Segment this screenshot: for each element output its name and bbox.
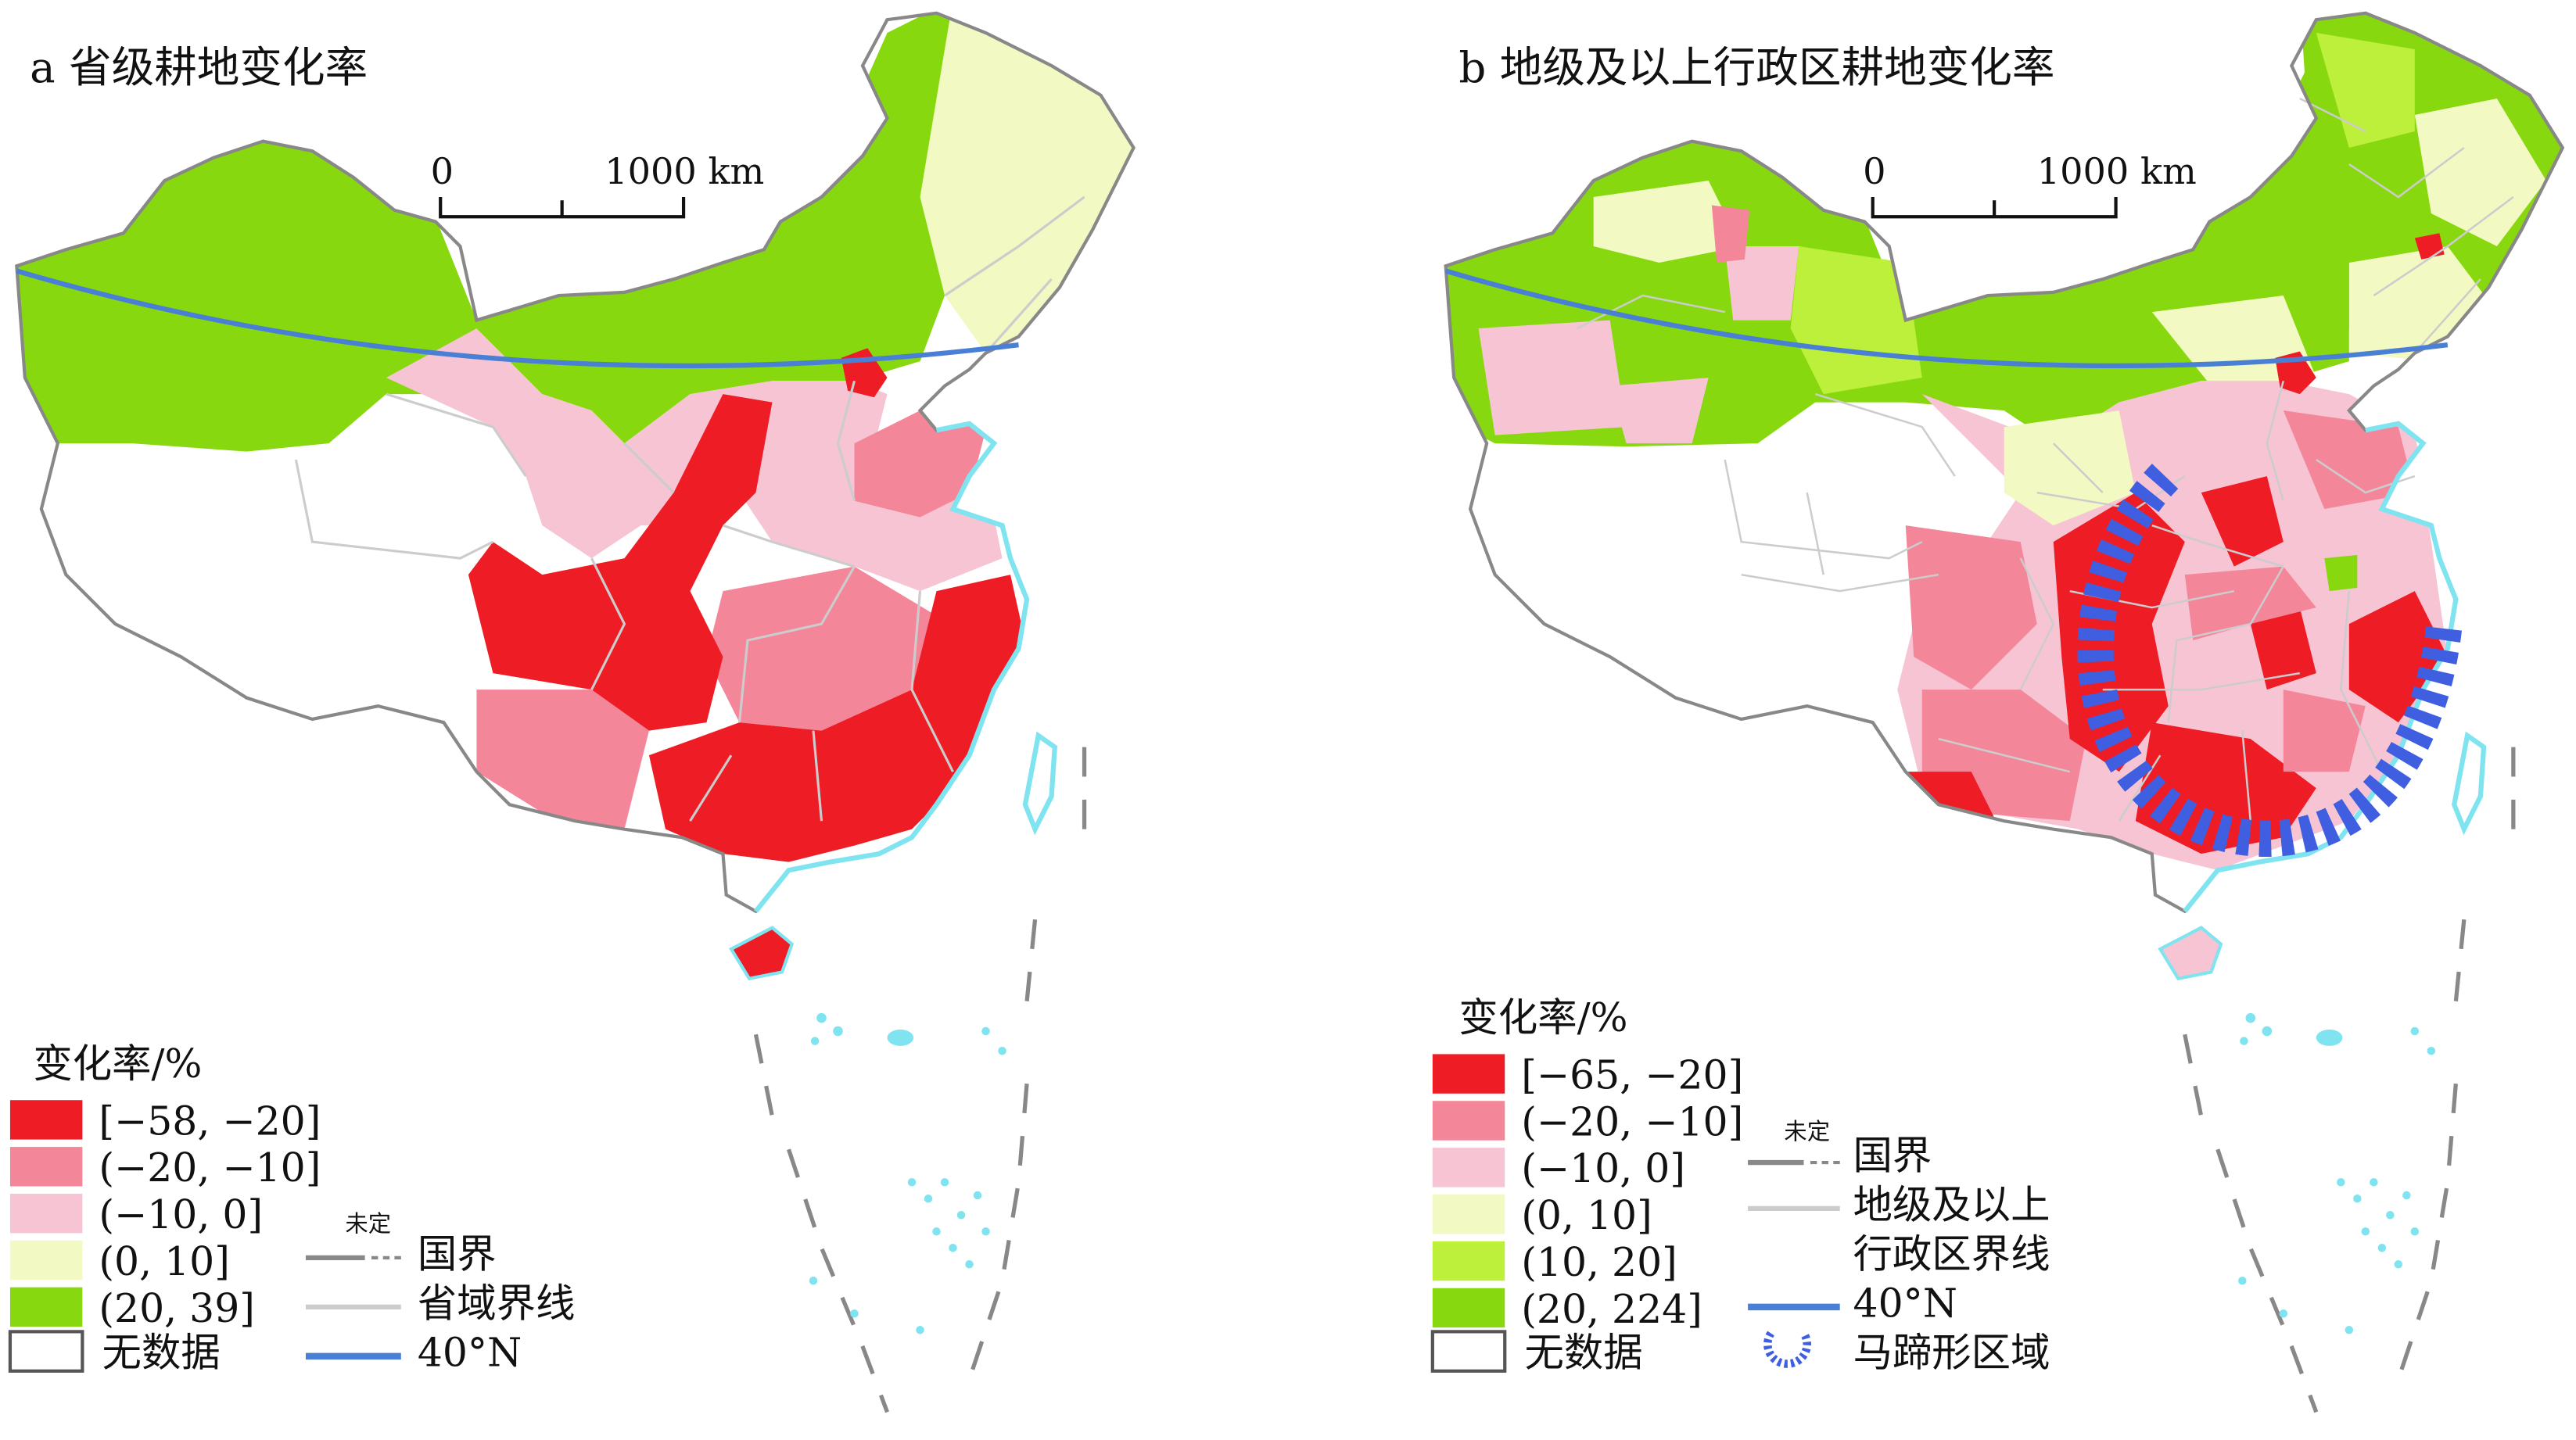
- panel-a-title: a 省级耕地变化率: [30, 42, 368, 92]
- legend-a-label-4: (20, 39]: [99, 1285, 255, 1331]
- region-central: [706, 566, 937, 731]
- legend-a-label-0: [−58, −20]: [99, 1098, 321, 1144]
- legend-a-swatch-1: [9, 1147, 83, 1187]
- legend-b-label-4: (10, 20]: [1521, 1239, 1677, 1285]
- legend-b-swatch-3: [1432, 1194, 1505, 1234]
- legend-label-no-data: 无数据: [102, 1329, 221, 1375]
- legend-a-swatch-2: [9, 1193, 83, 1234]
- region-east: [854, 410, 986, 518]
- taiwan-island: [1022, 731, 1058, 836]
- region-southeast: [648, 575, 1028, 862]
- legend-heading: 变化率/%: [33, 1041, 202, 1087]
- region-yunnan: [476, 690, 649, 829]
- hainan-island-b: [2158, 926, 2223, 981]
- legend-a-label-2: (−10, 0]: [99, 1191, 263, 1238]
- legend-province-line: 省域界线: [418, 1280, 576, 1326]
- panel-b-map: b 地级及以上行政区耕地变化率: [1430, 0, 2576, 1413]
- legend-b-prefecture-l2: 行政区界线: [1853, 1230, 2050, 1277]
- legend-b-swatch-no-data: [1430, 1330, 1507, 1373]
- region-shaanxi-sichuan: [468, 394, 773, 731]
- panel-b-scs-islands: [2238, 1012, 2436, 1334]
- legend-b-swatch-0: [1432, 1054, 1505, 1094]
- legend-swatch-no-data: [8, 1330, 84, 1373]
- panel-a-province-lines: [294, 195, 1085, 822]
- legend-b-label-3: (0, 10]: [1521, 1192, 1652, 1238]
- legend-b-undetermined: 未定: [1784, 1119, 1830, 1145]
- panel-b-scale-distance: 1000 km: [2037, 150, 2197, 192]
- panel-a-scale-distance: 1000 km: [605, 150, 764, 192]
- legend-a-label-1: (−20, −10]: [99, 1144, 321, 1191]
- taiwan-island-b: [2451, 731, 2487, 836]
- legend-b-swatch-5: [1432, 1288, 1505, 1328]
- region-north-belt: [16, 13, 953, 452]
- panel-b-scale-zero: 0: [1863, 150, 1885, 192]
- legend-b-heading: 变化率/%: [1458, 994, 1627, 1041]
- legend-40n: 40°N: [418, 1329, 522, 1375]
- panel-a-legend: 变化率/% [−58, −20](−20, −10](−10, 0](0, 10…: [8, 1041, 576, 1375]
- legend-a-label-3: (0, 10]: [99, 1238, 230, 1284]
- legend-a-swatch-4: [9, 1287, 83, 1327]
- legend-b-prefecture-l1: 地级及以上: [1853, 1181, 2050, 1227]
- legend-border: 国界: [418, 1230, 497, 1277]
- legend-undetermined: 未定: [345, 1210, 391, 1237]
- legend-b-label-no-data: 无数据: [1524, 1329, 1642, 1375]
- panel-b-scs-border: [2183, 747, 2516, 1413]
- legend-b-label-1: (−20, −10]: [1521, 1098, 1743, 1144]
- panel-a-regions: [16, 13, 1134, 912]
- legend-b-swatch-2: [1432, 1148, 1505, 1187]
- legend-b-border: 国界: [1853, 1132, 1932, 1178]
- legend-b-label-2: (−10, 0]: [1521, 1145, 1685, 1191]
- legend-a-swatch-3: [9, 1240, 83, 1281]
- hainan-island: [729, 926, 795, 981]
- legend-b-horseshoe-icon: [1763, 1331, 1811, 1368]
- legend-b-swatch-4: [1432, 1241, 1505, 1281]
- legend-b-40n: 40°N: [1853, 1280, 1957, 1326]
- panel-b-title: b 地级及以上行政区耕地变化率: [1458, 42, 2054, 92]
- panel-b-legend: 变化率/% [−65, −20](−20, −10](−10, 0](0, 10…: [1430, 994, 2050, 1375]
- panel-a-scs-border: [753, 747, 1087, 1413]
- legend-b-label-0: [−65, −20]: [1521, 1052, 1743, 1098]
- panel-a-scale-bar: 0 1000 km: [431, 150, 764, 219]
- panel-a-40n-parallel: [16, 268, 1019, 369]
- panel-a-scs-islands: [809, 1012, 1006, 1334]
- legend-b-label-5: (20, 224]: [1521, 1286, 1702, 1332]
- panel-a-map: a 省级耕地变化率: [8, 0, 1150, 1413]
- legend-b-horseshoe: 马蹄形区域: [1853, 1329, 2050, 1375]
- legend-b-swatch-1: [1432, 1101, 1505, 1141]
- legend-a-swatch-0: [9, 1100, 83, 1140]
- panel-b-regions: [1445, 13, 2563, 912]
- panel-b-40n-parallel: [1444, 268, 2449, 369]
- panel-b-scale-bar: 0 1000 km: [1863, 150, 2197, 219]
- panel-a-scale-zero: 0: [431, 150, 454, 192]
